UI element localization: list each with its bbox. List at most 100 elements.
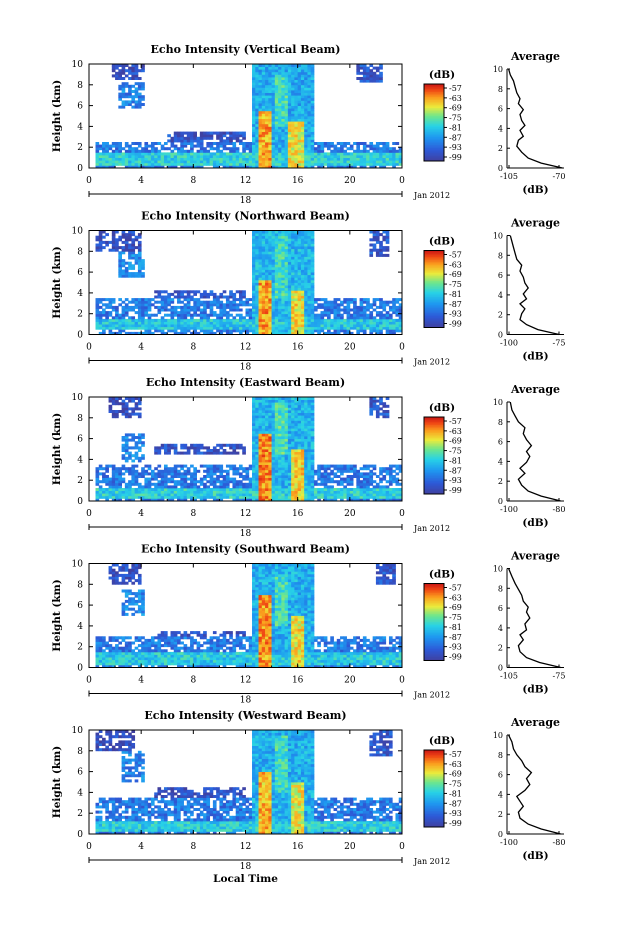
heatmap-cell <box>108 162 113 166</box>
colorbar-band <box>424 309 444 312</box>
heatmap-cell <box>382 316 387 320</box>
colorbar-band <box>424 314 444 317</box>
heatmap-cell <box>193 493 197 497</box>
heatmap-cell <box>229 292 233 296</box>
heatmap-cell <box>261 469 266 473</box>
heatmap-cell <box>304 230 308 234</box>
heatmap-cell <box>278 261 282 265</box>
heatmap-cell <box>225 469 230 473</box>
heatmap-cell <box>219 157 224 161</box>
heatmap-cell <box>359 152 364 156</box>
heatmap-cell <box>252 259 256 263</box>
heatmap-cell <box>284 157 289 161</box>
heatmap-cell <box>340 162 344 166</box>
heatmap-cell <box>261 233 266 237</box>
heatmap-cell <box>232 329 237 333</box>
heatmap-cell <box>294 92 299 96</box>
heatmap-cell <box>137 331 142 335</box>
heatmap-cell <box>268 272 272 276</box>
heatmap-cell <box>281 243 286 247</box>
heatmap-cell <box>287 308 292 312</box>
colorbar-band <box>424 263 444 266</box>
heatmap-cell <box>255 423 259 426</box>
heatmap-cell <box>216 498 220 502</box>
heatmap-cell <box>297 90 302 93</box>
heatmap-cell <box>274 485 279 489</box>
heatmap-cell <box>271 233 276 237</box>
heatmap-cell <box>336 298 341 302</box>
heatmap-cell <box>274 246 279 250</box>
heatmap-cell <box>268 64 272 67</box>
heatmap-cell <box>163 318 168 322</box>
heatmap-cell <box>252 313 256 317</box>
heatmap-cell <box>281 469 286 473</box>
colorbar-band <box>424 101 444 104</box>
heatmap-cell <box>238 292 243 296</box>
heatmap-cell <box>268 152 272 156</box>
heatmap-cell <box>291 269 295 273</box>
heatmap-cell <box>343 162 347 166</box>
heatmap-cell <box>294 110 299 114</box>
heatmap-cell <box>287 279 292 283</box>
heatmap-cell <box>216 449 220 452</box>
heatmap-cell <box>382 147 387 151</box>
heatmap-cell <box>170 495 175 499</box>
heatmap-cell <box>268 428 272 432</box>
heatmap-cell <box>128 256 132 260</box>
heatmap-cell <box>281 404 286 408</box>
heatmap-cell <box>170 142 175 145</box>
heatmap-cell <box>170 467 175 471</box>
heatmap-cell <box>284 472 289 476</box>
heatmap-cell <box>157 324 162 328</box>
heatmap-cell <box>359 64 364 67</box>
heatmap-cell <box>219 475 224 478</box>
heatmap-cell <box>186 482 191 486</box>
heatmap-cell <box>248 165 253 169</box>
heatmap-cell <box>242 490 246 494</box>
heatmap-cell <box>193 495 197 499</box>
heatmap-cell <box>203 475 207 478</box>
heatmap-cell <box>229 134 233 138</box>
heatmap-cell <box>121 84 126 88</box>
heatmap-cell <box>330 321 334 325</box>
heatmap-cell <box>121 240 126 244</box>
heatmap-cell <box>297 126 302 130</box>
heatmap-cell <box>209 475 214 478</box>
heatmap-cell <box>225 316 230 320</box>
heatmap-cell <box>271 311 276 315</box>
heatmap-cell <box>274 136 279 140</box>
heatmap-cell <box>268 462 272 465</box>
heatmap-cell <box>310 129 315 132</box>
heatmap-cell <box>362 71 367 75</box>
colorbar-tick-label: -75 <box>449 280 462 289</box>
heatmap-cell <box>375 326 380 330</box>
heatmap-cell <box>95 142 100 145</box>
heatmap-cell <box>304 290 308 294</box>
heatmap-cell <box>287 162 292 166</box>
heatmap-cell <box>278 287 282 291</box>
heatmap-cell <box>287 475 292 478</box>
heatmap-cell <box>382 300 387 304</box>
heatmap-cell <box>238 139 243 143</box>
heatmap-cell <box>369 165 374 169</box>
heatmap-cell <box>203 152 207 156</box>
heatmap-cell <box>281 324 286 328</box>
heatmap-cell <box>252 485 256 489</box>
heatmap-cell <box>356 66 361 70</box>
heatmap-cell <box>150 149 155 153</box>
heatmap-cell <box>261 116 266 119</box>
heatmap-cell <box>141 454 145 458</box>
heatmap-cell <box>95 300 100 304</box>
heatmap-cell <box>274 274 279 278</box>
heatmap-cell <box>327 160 331 164</box>
heatmap-cell <box>265 116 269 119</box>
heatmap-cell <box>310 230 315 234</box>
heatmap-cell <box>287 113 292 117</box>
heatmap-cell <box>287 256 292 260</box>
heatmap-cell <box>118 318 122 322</box>
heatmap-cell <box>297 266 302 270</box>
heatmap-cell <box>265 490 269 494</box>
heatmap-cell <box>150 490 155 494</box>
heatmap-cell <box>284 149 289 153</box>
heatmap-cell <box>203 131 207 135</box>
